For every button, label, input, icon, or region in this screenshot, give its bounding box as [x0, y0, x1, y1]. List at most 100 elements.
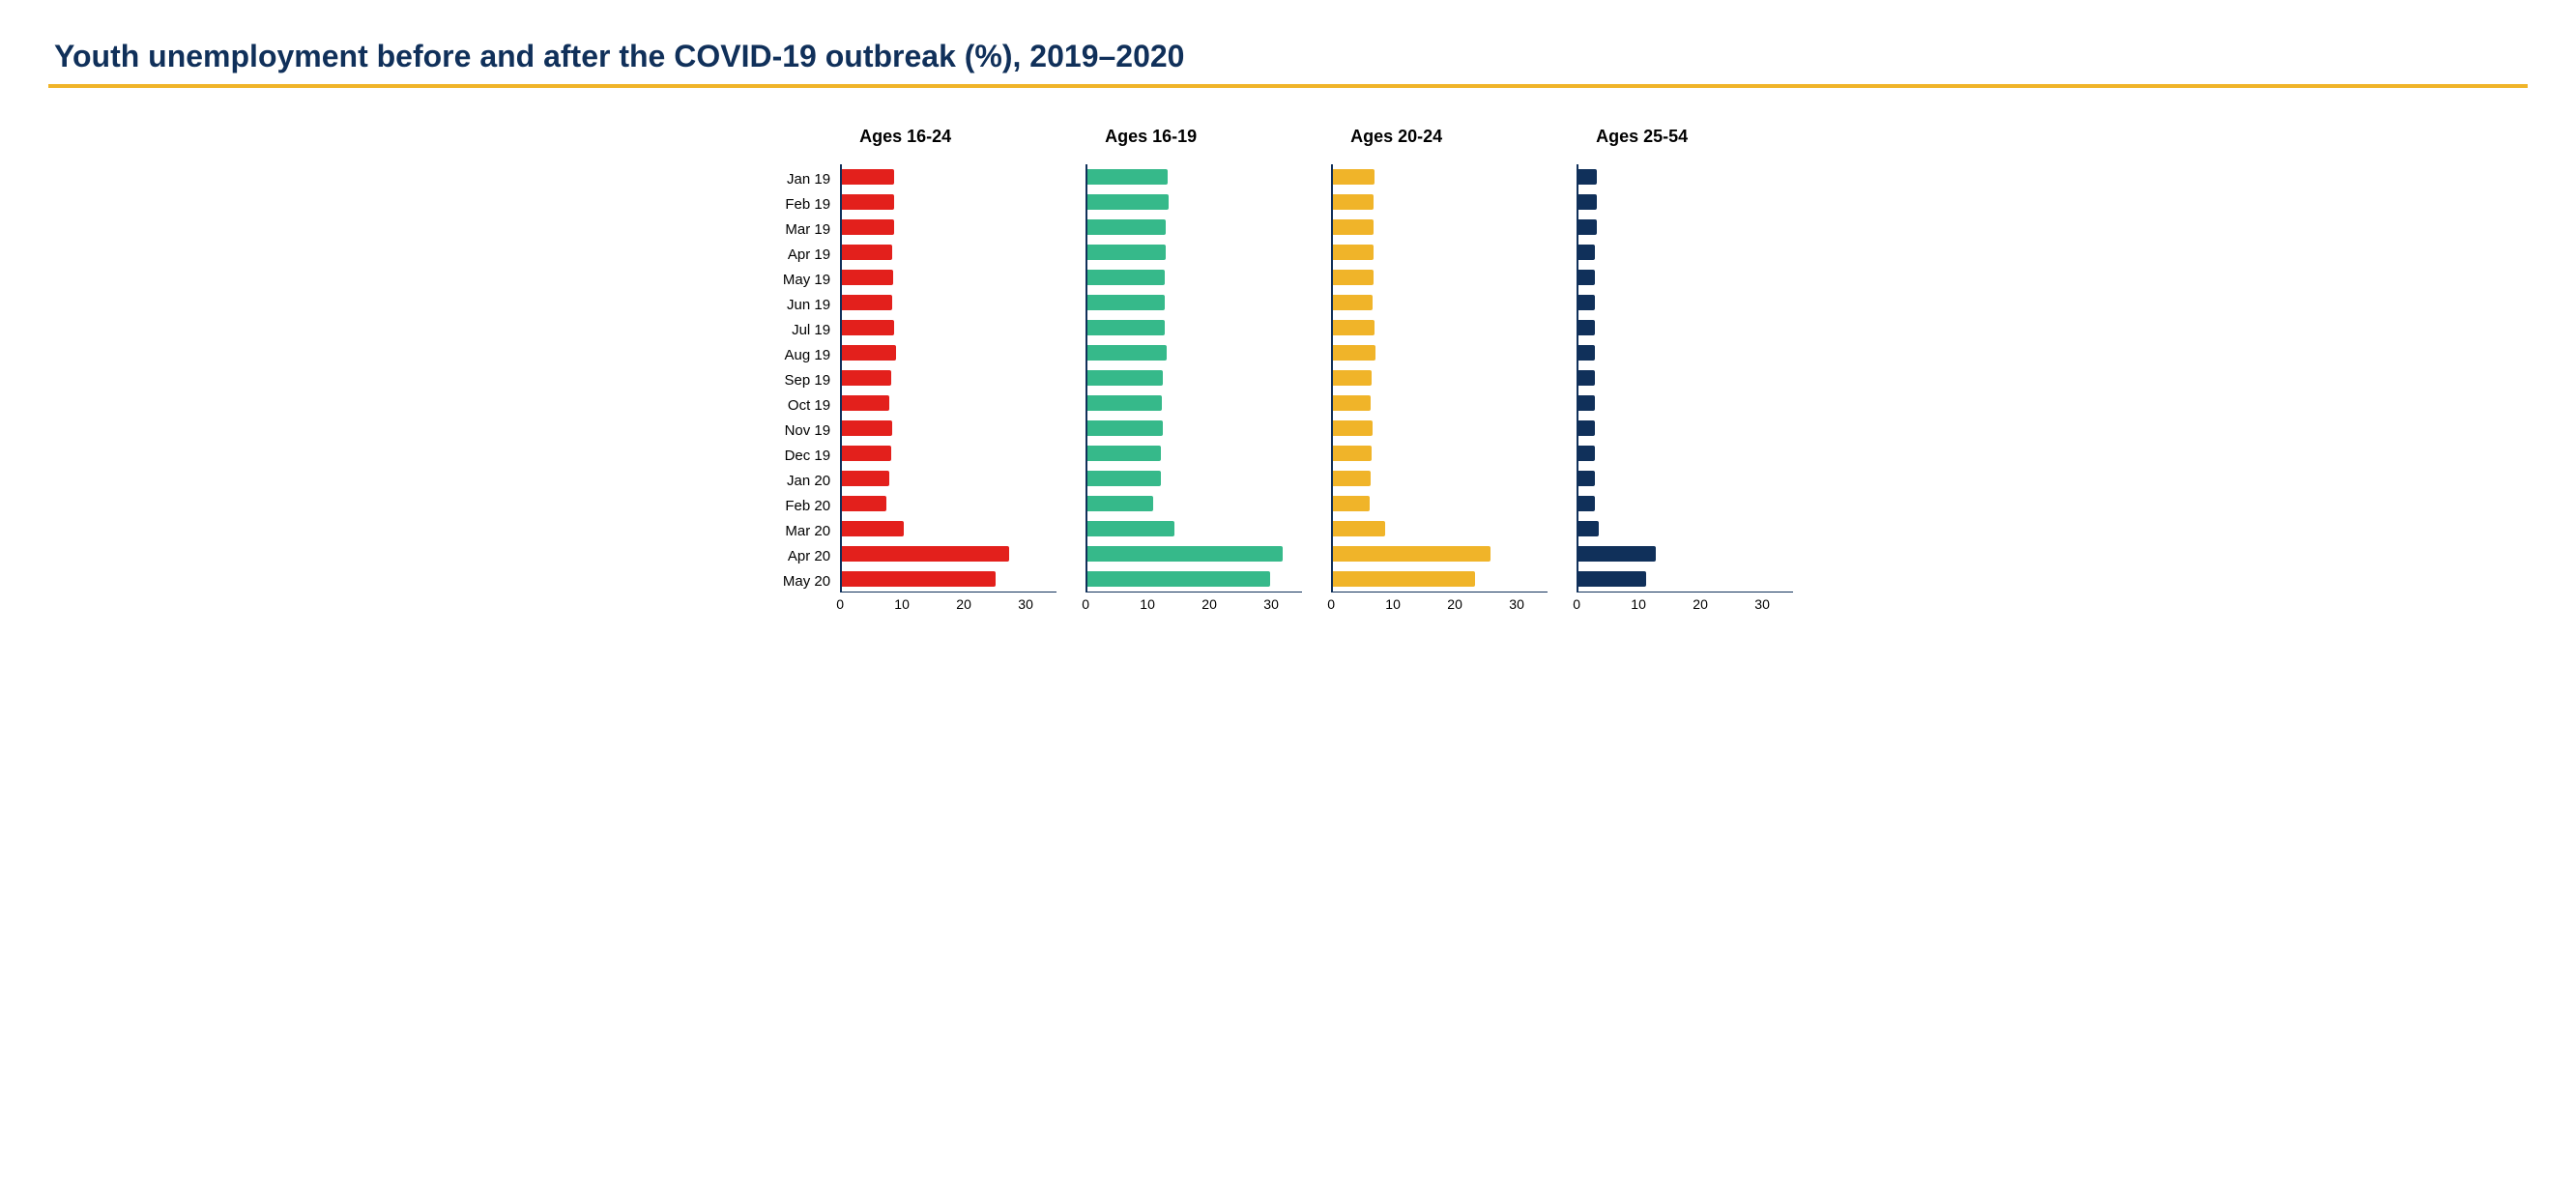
- bar: [1577, 194, 1596, 210]
- bar-row: [1085, 215, 1302, 240]
- bar-row: [1331, 365, 1548, 390]
- bar-row: [1331, 416, 1548, 441]
- bar-row: [840, 541, 1056, 566]
- bar: [1085, 219, 1166, 235]
- bar-row: [1577, 315, 1793, 340]
- x-tick-label: 30: [1263, 596, 1279, 612]
- month-label: May 20: [783, 569, 830, 594]
- x-tick-label: 10: [894, 596, 910, 612]
- bar: [1577, 270, 1595, 285]
- bar: [1577, 571, 1646, 587]
- bar: [1577, 245, 1595, 260]
- panel-title: Ages 16-19: [1105, 127, 1197, 147]
- bar: [1085, 270, 1165, 285]
- x-tick-label: 0: [1082, 596, 1089, 612]
- month-label: Dec 19: [785, 444, 831, 469]
- bar: [840, 546, 1009, 562]
- bar-row: [1577, 416, 1793, 441]
- title-underline: [48, 84, 2528, 88]
- month-label: Apr 20: [788, 544, 830, 569]
- x-tick-label: 30: [1509, 596, 1524, 612]
- chart-title: Youth unemployment before and after the …: [48, 39, 2528, 74]
- bar: [1577, 446, 1595, 461]
- bar-row: [1085, 566, 1302, 592]
- x-axis: 0102030: [1085, 592, 1302, 615]
- bar-row: [1331, 290, 1548, 315]
- bar: [1331, 194, 1374, 210]
- bar: [1085, 295, 1165, 310]
- bar-row: [840, 340, 1056, 365]
- y-axis-line: [1085, 164, 1087, 592]
- bar-row: [1331, 265, 1548, 290]
- bar: [1331, 169, 1375, 185]
- bar-row: [1085, 365, 1302, 390]
- bar: [1331, 395, 1371, 411]
- bar-row: [840, 265, 1056, 290]
- month-label: Apr 19: [788, 243, 830, 268]
- bar: [1577, 169, 1597, 185]
- bar-row: [1085, 290, 1302, 315]
- bar-row: [1331, 340, 1548, 365]
- bar-row: [1331, 189, 1548, 215]
- month-label: Jan 20: [787, 469, 830, 494]
- bar-row: [840, 466, 1056, 491]
- bar: [1331, 345, 1375, 361]
- bar: [1085, 420, 1163, 436]
- month-label: Mar 19: [785, 217, 830, 243]
- bar: [1331, 446, 1372, 461]
- bar: [1085, 169, 1168, 185]
- bar: [1085, 446, 1161, 461]
- chart-panel: Ages 25-540102030: [1577, 127, 1793, 615]
- bar-row: [1085, 240, 1302, 265]
- bar: [1577, 219, 1596, 235]
- bar-row: [840, 290, 1056, 315]
- month-label: Nov 19: [785, 419, 831, 444]
- bar-row: [840, 164, 1056, 189]
- bar-row: [1085, 466, 1302, 491]
- bar: [1331, 320, 1375, 335]
- bar-row: [1577, 365, 1793, 390]
- bar: [840, 571, 996, 587]
- bar: [840, 521, 904, 536]
- bar: [840, 219, 894, 235]
- month-label: Jan 19: [787, 167, 830, 192]
- month-label: Mar 20: [785, 519, 830, 544]
- bar: [840, 496, 886, 511]
- chart-area: Jan 19Feb 19Mar 19Apr 19May 19Jun 19Jul …: [48, 127, 2528, 615]
- bar: [1577, 496, 1595, 511]
- bar: [1331, 219, 1374, 235]
- bar: [1331, 270, 1374, 285]
- bar: [840, 245, 892, 260]
- bar-row: [1577, 516, 1793, 541]
- panel-title: Ages 16-24: [859, 127, 951, 147]
- bar-row: [1331, 240, 1548, 265]
- x-axis: 0102030: [840, 592, 1056, 615]
- bar: [1085, 345, 1167, 361]
- x-tick-label: 20: [1447, 596, 1462, 612]
- bar-row: [1331, 541, 1548, 566]
- bar: [1085, 471, 1161, 486]
- month-label: Feb 19: [785, 192, 830, 217]
- bar-row: [840, 441, 1056, 466]
- bar: [1331, 295, 1373, 310]
- bar-row: [1085, 541, 1302, 566]
- bar: [1577, 395, 1595, 411]
- bar-row: [1577, 164, 1793, 189]
- bar-row: [1331, 466, 1548, 491]
- bar-row: [1085, 265, 1302, 290]
- bar: [1085, 496, 1153, 511]
- bar: [840, 169, 894, 185]
- bar-row: [840, 516, 1056, 541]
- bar: [1331, 521, 1385, 536]
- bar: [840, 370, 890, 386]
- bar: [1577, 370, 1595, 386]
- bar-row: [1331, 441, 1548, 466]
- chart-panel: Ages 20-240102030: [1331, 127, 1548, 615]
- month-label: Feb 20: [785, 494, 830, 519]
- bar-row: [840, 566, 1056, 592]
- bar: [840, 471, 889, 486]
- bar-row: [1085, 516, 1302, 541]
- bar-row: [840, 416, 1056, 441]
- bar-row: [1577, 240, 1793, 265]
- bar: [1085, 320, 1165, 335]
